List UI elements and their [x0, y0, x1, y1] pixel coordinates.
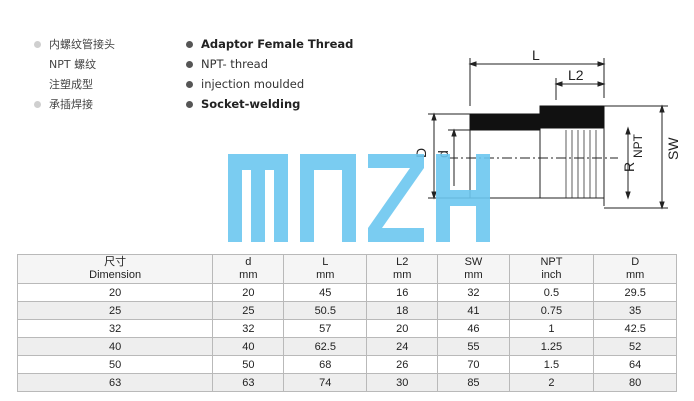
spec-cn-row: NPT 螺纹 [34, 54, 115, 74]
label-SW: SW [665, 137, 681, 160]
spec-en-row: injection moulded [186, 74, 353, 94]
table-cell: 20 [212, 283, 285, 302]
label-NPT: NPT [631, 133, 645, 158]
technical-drawing: L L2 D d R NPT SW [413, 48, 681, 210]
header-dimension: 尺寸 Dimension [16, 254, 214, 284]
table-cell: 32 [16, 319, 214, 338]
label-L: L [532, 48, 540, 63]
bullet-icon [186, 40, 193, 48]
table-cell: 62.5 [283, 337, 368, 356]
table-cell: 50.5 [283, 301, 368, 320]
header-NPT: NPT inch [508, 254, 595, 284]
label-D: D [413, 148, 429, 158]
table-cell: 0.5 [508, 283, 595, 302]
table-cell: 25 [212, 301, 285, 320]
table-cell: 32 [437, 283, 510, 302]
table-cell: 74 [283, 373, 368, 392]
spec-en-row: NPT- thread [186, 54, 353, 74]
table-row: 63 63 74 30 85 2 80 [16, 373, 677, 392]
bullet-icon [186, 100, 193, 108]
table-cell: 52 [593, 337, 677, 356]
table-row: 50 50 68 26 70 1.5 64 [16, 355, 677, 374]
table-cell: 24 [366, 337, 439, 356]
table-cell: 30 [366, 373, 439, 392]
spec-cn-row: 注塑成型 [34, 74, 115, 94]
spec-cn-item: 注塑成型 [49, 78, 93, 91]
table-cell: 32 [212, 319, 285, 338]
table-cell: 70 [437, 355, 510, 374]
label-L2: L2 [568, 67, 584, 83]
table-cell: 63 [16, 373, 214, 392]
bullet-icon [34, 100, 41, 108]
product-title: Adaptor Female Thread [201, 37, 354, 51]
spec-cn-row: 承插焊接 [34, 94, 115, 114]
table-cell: 41 [437, 301, 510, 320]
bullet-icon [34, 40, 41, 48]
table-cell: 2 [508, 373, 595, 392]
table-cell: 57 [283, 319, 368, 338]
table-cell: 35 [593, 301, 677, 320]
spec-list-cn: 内螺纹管接头 NPT 螺纹 注塑成型 承插焊接 [34, 34, 115, 114]
spec-cn-item: 内螺纹管接头 [49, 38, 115, 51]
table-cell: 64 [593, 355, 677, 374]
table-cell: 20 [16, 283, 214, 302]
spec-cn-item: 承插焊接 [49, 98, 93, 111]
header-d: d mm [212, 254, 285, 284]
spec-en-item: NPT- thread [201, 57, 269, 71]
spec-cn-item: NPT 螺纹 [49, 58, 97, 71]
table-cell: 25 [16, 301, 214, 320]
table-cell: 1.25 [508, 337, 595, 356]
header-L2: L2 mm [366, 254, 439, 284]
table-row: 20 20 45 16 32 0.5 29.5 [16, 283, 677, 302]
spec-en-row: Socket-welding [186, 94, 353, 114]
table-cell: 1 [508, 319, 595, 338]
table-cell: 18 [366, 301, 439, 320]
table-cell: 55 [437, 337, 510, 356]
spec-en-item: Socket-welding [201, 97, 301, 111]
table-cell: 63 [212, 373, 285, 392]
table-row: 32 32 57 20 46 1 42.5 [16, 319, 677, 338]
label-R: R [621, 162, 637, 172]
spec-en-item: injection moulded [201, 77, 305, 91]
table-cell: 42.5 [593, 319, 677, 338]
table-cell: 40 [16, 337, 214, 356]
spec-list-en: Adaptor Female Thread NPT- thread inject… [186, 34, 353, 114]
spec-cn-row: 内螺纹管接头 [34, 34, 115, 54]
header-SW: SW mm [437, 254, 510, 284]
table-cell: 50 [16, 355, 214, 374]
table-cell: 29.5 [593, 283, 677, 302]
table-cell: 85 [437, 373, 510, 392]
table-cell: 20 [366, 319, 439, 338]
table-cell: 50 [212, 355, 285, 374]
table-cell: 80 [593, 373, 677, 392]
table-cell: 1.5 [508, 355, 595, 374]
table-cell: 0.75 [508, 301, 595, 320]
table-row: 25 25 50.5 18 41 0.75 35 [16, 301, 677, 320]
table-body: 20 20 45 16 32 0.5 29.5 25 25 50.5 18 41 0.75 35 32 32 5… [16, 283, 677, 392]
mnzh-watermark-logo [228, 154, 490, 242]
table-row: 40 40 62.5 24 55 1.25 52 [16, 337, 677, 356]
table-cell: 46 [437, 319, 510, 338]
table-cell: 40 [212, 337, 285, 356]
table-cell: 68 [283, 355, 368, 374]
spec-en-row: Adaptor Female Thread [186, 34, 353, 54]
table-cell: 45 [283, 283, 368, 302]
table-cell: 26 [366, 355, 439, 374]
table-cell: 16 [366, 283, 439, 302]
